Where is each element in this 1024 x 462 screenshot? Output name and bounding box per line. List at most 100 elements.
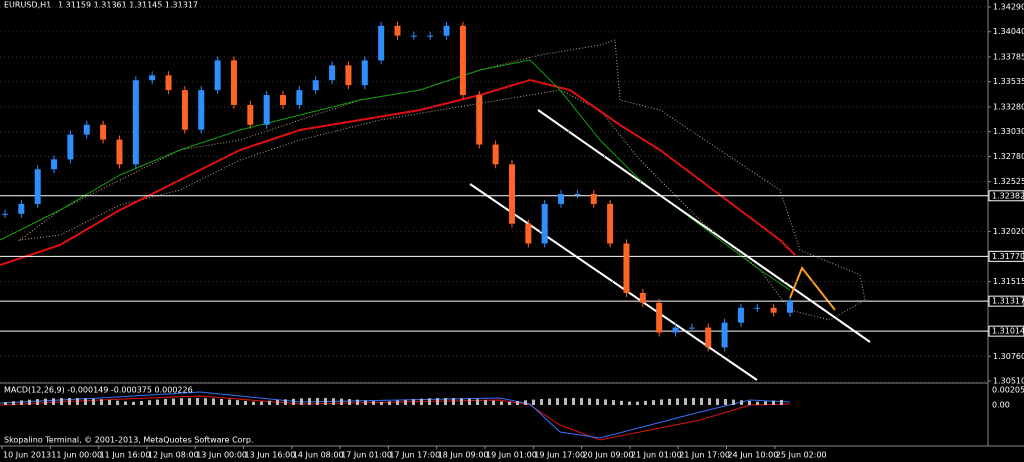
macd-bar (124, 401, 127, 405)
candle (623, 243, 630, 293)
macd-bar (380, 401, 383, 405)
macd-bar (188, 398, 191, 405)
ohlc: 1.31159 1.31361 1.31145 1.31317 (58, 1, 198, 10)
price-label: 1.30760 (993, 352, 1024, 361)
macd-bar (196, 398, 199, 405)
candle (541, 203, 548, 244)
macd-bar (692, 398, 695, 405)
macd-bar (404, 399, 407, 405)
candle (639, 292, 646, 303)
macd-bar (220, 398, 223, 405)
candle (721, 322, 728, 348)
price-label: 1.34040 (993, 27, 1024, 36)
macd-bar (460, 398, 463, 405)
macd-bar (252, 401, 255, 405)
macd-bar (620, 400, 623, 405)
macd-bar (668, 398, 671, 405)
candle (280, 95, 287, 105)
candle (198, 90, 205, 130)
time-label: 17 Jun 17:00 (389, 451, 440, 460)
macd-bar (428, 398, 431, 405)
macd-bar (308, 398, 311, 405)
macd-bar (756, 401, 759, 405)
candle (492, 144, 499, 165)
macd-bar (284, 399, 287, 405)
candle (100, 124, 107, 140)
candle (132, 80, 139, 165)
candle (51, 159, 58, 170)
macd-bar (732, 399, 735, 405)
candle (754, 307, 761, 309)
macd-bar (612, 400, 615, 405)
macd-bar (204, 398, 207, 405)
macd-bar (84, 398, 87, 405)
macd-bar (540, 399, 543, 405)
candle (558, 194, 565, 204)
macd-bar (132, 401, 135, 405)
macd-bar (444, 398, 447, 405)
candle (247, 104, 254, 125)
macd-bar (244, 400, 247, 405)
candle (2, 213, 8, 215)
time-label: 13 Jun 16:00 (245, 451, 296, 460)
macd-bar (396, 400, 399, 405)
macd-bar (228, 399, 231, 405)
level-label: 1.31317 (992, 297, 1024, 306)
macd-bar (588, 398, 591, 405)
macd-bar (372, 401, 375, 405)
candle (688, 327, 695, 329)
macd-bar (180, 398, 183, 405)
candle (672, 327, 679, 333)
macd-bar (76, 398, 79, 405)
macd-bar (516, 401, 519, 405)
macd-bar (716, 398, 719, 405)
macd-bar (108, 399, 111, 405)
candle (590, 194, 597, 204)
time-label: 20 Jun 09:00 (583, 451, 634, 460)
macd-bar (700, 398, 703, 405)
footer: Skopalino Terminal, © 2001-2013, MetaQuo… (4, 436, 253, 445)
macd-bar (52, 398, 55, 405)
candle (525, 223, 532, 244)
macd-bar (556, 398, 559, 405)
level-label: 1.31014 (992, 327, 1024, 336)
macd-bar (508, 401, 511, 405)
macd-bar (580, 398, 583, 405)
macd-bar (492, 400, 495, 405)
time-label: 14 Jun 08:00 (293, 451, 344, 460)
level-box (988, 295, 1024, 307)
candle (329, 65, 336, 81)
level-label: 1.31770 (992, 252, 1024, 261)
macd-bar (644, 400, 647, 405)
macd-bar (12, 401, 15, 405)
symbol-title: EURUSD,H1 (4, 1, 51, 10)
price-label: 1.30510 (993, 377, 1024, 386)
time-label: 12 Jun 08:00 (148, 451, 199, 460)
macd-bar (164, 398, 167, 405)
macd-bar (484, 399, 487, 405)
candle (394, 25, 401, 36)
candle (508, 164, 515, 224)
price-label: 1.34290 (993, 3, 1024, 12)
macd-bar (780, 399, 783, 405)
macd-bar (724, 398, 727, 405)
time-label: 18 Jun 09:00 (438, 451, 489, 460)
candle (476, 95, 483, 145)
macd-bar (684, 398, 687, 405)
macd-bar (324, 398, 327, 405)
macd-bar (36, 399, 39, 405)
ma-fast (0, 59, 791, 291)
price-label: 1.32780 (993, 152, 1024, 161)
price-label: 1.31515 (993, 277, 1024, 286)
macd-bar (748, 401, 751, 405)
macd-bar (156, 399, 159, 405)
candle (574, 194, 581, 195)
channel-upper (537, 109, 871, 343)
macd-bar (212, 398, 215, 405)
macd-bar (4, 402, 7, 405)
time-label: 11 Jun 00:00 (51, 451, 102, 460)
macd-bar (332, 398, 335, 405)
candle (296, 90, 303, 105)
